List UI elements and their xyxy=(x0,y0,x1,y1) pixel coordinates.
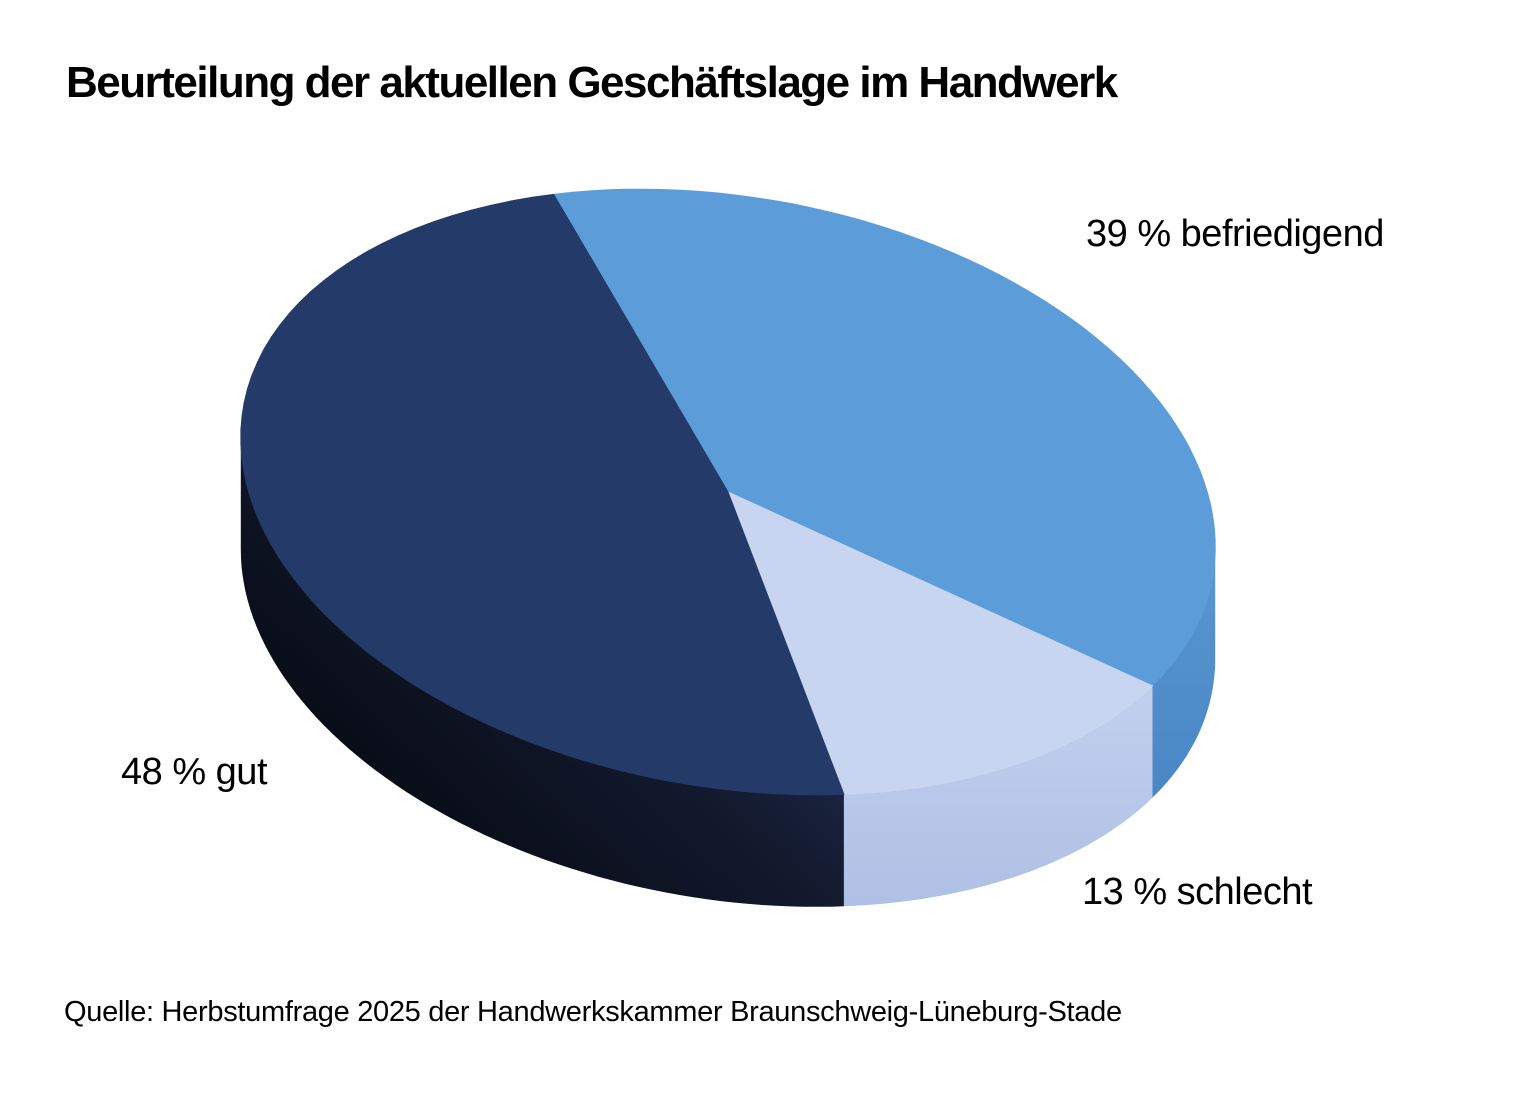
pie-slice-gut xyxy=(240,193,845,796)
pie-slice-schlecht-side xyxy=(843,685,1153,907)
source-caption: Quelle: Herbstumfrage 2025 der Handwerks… xyxy=(64,996,1122,1028)
slice-label-schlecht: 13 % schlecht xyxy=(1082,871,1313,913)
pie-slice-gut-side xyxy=(240,437,844,907)
slice-label-befriedigend: 39 % befriedigend xyxy=(1086,213,1384,255)
chart-title: Beurteilung der aktuellen Geschäftslage … xyxy=(66,58,1118,107)
pie-slice-schlecht xyxy=(727,491,1154,795)
pie-slice-befriedigend xyxy=(552,188,1216,687)
slice-label-gut: 48 % gut xyxy=(121,751,268,793)
pie-slice-befriedigend-side xyxy=(1152,546,1216,798)
